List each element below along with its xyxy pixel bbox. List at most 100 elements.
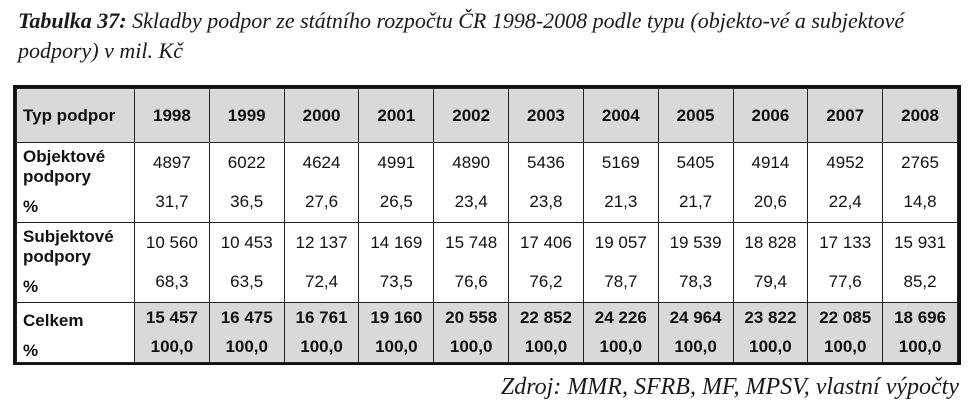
- year-header: 2003: [508, 88, 584, 143]
- table-cell: 16 475 100,0: [208, 302, 285, 363]
- cell-percent: 78,7: [604, 272, 638, 292]
- cell-percent: 100,0: [225, 337, 268, 357]
- cell-percent: 100,0: [375, 337, 418, 357]
- cell-value: 5436: [527, 152, 565, 172]
- cell-value: 18 828: [744, 232, 797, 252]
- table-cell: 15 457 100,0: [134, 302, 210, 363]
- cell-percent: 100,0: [449, 337, 493, 357]
- table-cell: 19 057 78,7: [582, 222, 659, 303]
- table-cell: 23 822 100,0: [732, 302, 809, 363]
- cell-value: 19 057: [594, 232, 647, 252]
- table-cell: 18 696 100,0: [882, 302, 958, 363]
- cell-value: 10 453: [220, 232, 273, 252]
- table-cell: 6022 36,5: [208, 142, 285, 223]
- cell-value: 5405: [676, 152, 715, 172]
- year-header: 2001: [358, 88, 435, 143]
- table-cell: 4897 31,7: [134, 142, 210, 223]
- year-header: 1999: [208, 88, 285, 143]
- cell-value: 22 852: [519, 307, 572, 327]
- caption-text: Skladby podpor ze státního rozpočtu ČR 1…: [18, 8, 905, 63]
- table-cell: 24 226 100,0: [582, 302, 659, 363]
- row-subjektove: Subjektové podpory% 10 560 68,3 10 453 63,5 1…: [16, 222, 958, 303]
- cell-percent: 100,0: [674, 337, 717, 357]
- row-pct-label: %: [23, 276, 39, 296]
- table-cell: 22 085 100,0: [807, 302, 884, 363]
- year-header: 2008: [882, 88, 958, 143]
- cell-value: 16 761: [295, 307, 348, 327]
- cell-percent: 79,4: [753, 272, 787, 292]
- year-header: 2007: [807, 88, 884, 143]
- row-label-text: Subjektové podpory: [23, 227, 114, 267]
- cell-percent: 100,0: [823, 337, 867, 357]
- cell-value: 4897: [152, 152, 191, 172]
- cell-value: 12 137: [295, 232, 348, 252]
- cell-percent: 36,5: [230, 192, 264, 212]
- table-cell: 22 852 100,0: [508, 302, 584, 363]
- row-celkem: Celkem% 15 457 100,0 16 475 100,0 16 761 100,0…: [16, 302, 958, 363]
- cell-value: 4991: [377, 152, 416, 172]
- table-cell: 20 558 100,0: [433, 302, 510, 363]
- row-objektove: Objektové podpory% 4897 31,7 6022 36,5 4624 27…: [16, 142, 958, 223]
- cell-percent: 73,5: [379, 272, 413, 292]
- table-cell: 15 748 76,6: [433, 222, 510, 303]
- cell-percent: 63,5: [230, 272, 264, 292]
- cell-value: 24 964: [669, 307, 722, 327]
- table-cell: 14 169 73,5: [358, 222, 435, 303]
- cell-percent: 100,0: [599, 337, 643, 357]
- cell-value: 18 696: [894, 307, 947, 327]
- cell-percent: 76,6: [454, 272, 488, 292]
- table-cell: 17 406 76,2: [508, 222, 584, 303]
- cell-value: 10 560: [145, 232, 198, 252]
- cell-percent: 72,4: [304, 272, 339, 292]
- header-label: Typ podpor: [16, 88, 135, 143]
- year-header: 2002: [433, 88, 510, 143]
- table-cell: 5405 21,7: [657, 142, 734, 223]
- cell-percent: 14,8: [903, 192, 937, 212]
- cell-percent: 78,3: [679, 272, 713, 292]
- cell-percent: 77,6: [828, 272, 862, 292]
- cell-percent: 100,0: [300, 337, 343, 357]
- row-label: Celkem%: [16, 302, 135, 363]
- cell-value: 19 160: [370, 307, 423, 327]
- cell-percent: 20,6: [753, 192, 787, 212]
- cell-value: 19 539: [669, 232, 722, 252]
- cell-value: 17 406: [519, 232, 572, 252]
- row-label-text: Celkem: [23, 311, 84, 331]
- data-table-frame: Typ podpor 1998 1999 2000 2001 2002 2003…: [13, 85, 961, 365]
- cell-percent: 68,3: [155, 272, 189, 292]
- table-cell: 10 560 68,3: [134, 222, 210, 303]
- cell-value: 24 226: [594, 307, 647, 327]
- table-cell: 4914 20,6: [732, 142, 809, 223]
- source-note: Zdroj: MMR, SFRB, MF, MPSV, vlastní výpo…: [500, 374, 959, 400]
- table-cell: 4624 27,6: [283, 142, 360, 223]
- row-pct-label: %: [23, 340, 39, 360]
- table-cell: 4991 26,5: [358, 142, 435, 223]
- cell-percent: 21,3: [604, 192, 638, 212]
- table-cell: 19 160 100,0: [358, 302, 435, 363]
- cell-value: 22 085: [819, 307, 872, 327]
- cell-value: 6022: [227, 152, 266, 172]
- table-cell: 24 964 100,0: [657, 302, 734, 363]
- cell-percent: 21,7: [679, 192, 713, 212]
- table-cell: 5436 23,8: [508, 142, 584, 223]
- cell-value: 2765: [901, 152, 939, 172]
- table-cell: 18 828 79,4: [732, 222, 809, 303]
- cell-percent: 100,0: [150, 337, 194, 357]
- cell-percent: 26,5: [379, 192, 413, 212]
- year-header: 2005: [657, 88, 734, 143]
- cell-value: 15 931: [894, 232, 947, 252]
- table-cell: 17 133 77,6: [807, 222, 884, 303]
- cell-value: 16 475: [220, 307, 273, 327]
- table-cell: 4952 22,4: [807, 142, 884, 223]
- table-cell: 19 539 78,3: [657, 222, 734, 303]
- cell-percent: 100,0: [898, 337, 942, 357]
- table-caption: Tabulka 37: Skladby podpor ze státního r…: [18, 6, 963, 66]
- header-row: Typ podpor 1998 1999 2000 2001 2002 2003…: [16, 88, 958, 143]
- cell-value: 4952: [826, 152, 865, 172]
- cell-value: 5169: [601, 152, 640, 172]
- table-cell: 16 761 100,0: [283, 302, 360, 363]
- cell-percent: 22,4: [828, 192, 862, 212]
- cell-value: 15 457: [145, 307, 198, 327]
- cell-value: 4624: [302, 152, 341, 172]
- row-label-text: Objektové podpory: [23, 147, 106, 187]
